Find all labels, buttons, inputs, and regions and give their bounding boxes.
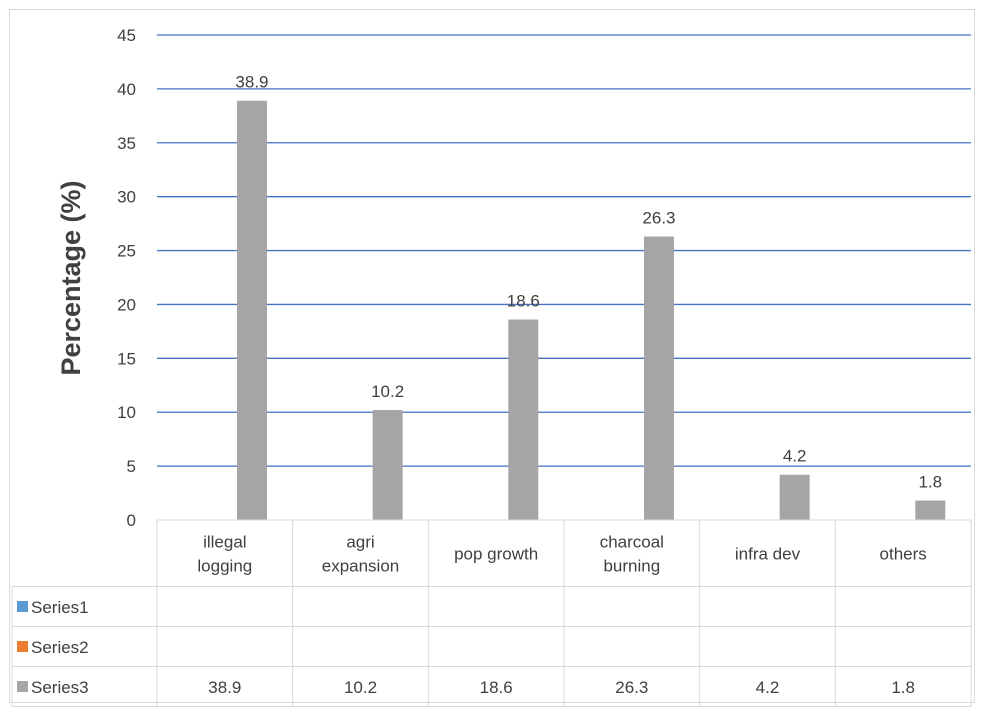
y-tick-label: 35: [117, 134, 136, 153]
x-category-label: others: [880, 545, 927, 564]
x-category-label: agri: [346, 533, 374, 552]
y-tick-label: 30: [117, 188, 136, 207]
data-label: 4.2: [783, 447, 807, 466]
x-category-label: logging: [197, 557, 252, 576]
bar: [915, 500, 946, 520]
y-tick-label: 25: [117, 242, 136, 261]
bar: [779, 474, 810, 520]
y-tick-label: 10: [117, 403, 136, 422]
data-labels: 38.9 10.2 18.6 26.3 4.2 1.8: [235, 73, 942, 492]
y-axis-title: Percentage (%): [56, 180, 86, 375]
legend-key: [17, 641, 28, 652]
chart-border: [9, 9, 975, 703]
data-label: 1.8: [918, 473, 942, 492]
x-category-label: expansion: [322, 557, 400, 576]
data-label: 38.9: [235, 73, 268, 92]
bar: [643, 236, 674, 521]
x-category-label: illegal: [203, 533, 246, 552]
y-tick-label: 5: [127, 457, 136, 476]
legend-entry: Series1: [31, 598, 89, 617]
bar: [372, 410, 403, 520]
x-category-label: pop growth: [454, 545, 538, 564]
data-label: 26.3: [642, 209, 675, 228]
table-cell-value: 18.6: [480, 678, 513, 697]
x-category-label: charcoal: [600, 533, 664, 552]
table-cell-value: 1.8: [891, 678, 915, 697]
y-tick-label: 40: [117, 80, 136, 99]
bars: [236, 100, 946, 521]
bar: [236, 100, 267, 520]
data-label: 18.6: [507, 292, 540, 311]
table-cell-value: 4.2: [756, 678, 780, 697]
legend-key: [17, 681, 28, 692]
x-category-label: burning: [603, 557, 660, 576]
y-axis-ticks: 0 5 10 15 20 25 30 35 40 45: [117, 26, 136, 530]
y-tick-label: 0: [127, 511, 136, 530]
x-category-label: infra dev: [735, 545, 801, 564]
legend-entry: Series2: [31, 638, 89, 657]
table-cell-value: 38.9: [208, 678, 241, 697]
data-table: illegal logging agri expansion pop growth cha…: [11, 519, 972, 707]
table-cell-value: 26.3: [615, 678, 648, 697]
gridlines: [157, 34, 971, 467]
bar: [508, 319, 539, 520]
y-tick-label: 45: [117, 26, 136, 45]
data-label: 10.2: [371, 382, 404, 401]
legend-entry: Series3: [31, 678, 89, 697]
table-cell-value: 10.2: [344, 678, 377, 697]
legend-key: [17, 601, 28, 612]
y-tick-label: 15: [117, 349, 136, 368]
y-tick-label: 20: [117, 295, 136, 314]
